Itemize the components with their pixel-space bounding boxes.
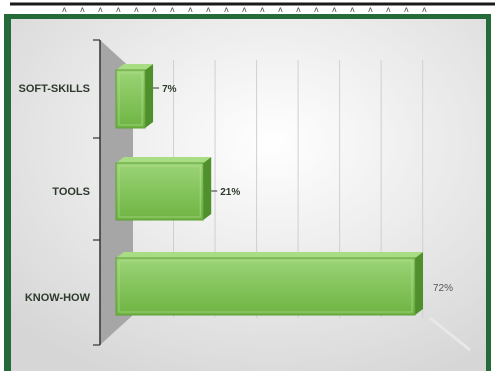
bar-front <box>115 69 146 129</box>
zigzag-glyph: ʌ <box>278 5 283 14</box>
bar-know-how <box>115 252 423 316</box>
zigzag-glyph: ʌ <box>206 5 211 14</box>
value-label: 7% <box>162 84 177 95</box>
zigzag-glyph: ʌ <box>62 5 67 14</box>
zigzag-glyph: ʌ <box>368 5 373 14</box>
zigzag-glyph: ʌ <box>332 5 337 14</box>
bar-front <box>115 162 204 221</box>
zigzag-glyph: ʌ <box>404 5 409 14</box>
zigzag-glyph: ʌ <box>134 5 139 14</box>
zigzag-glyph: ʌ <box>386 5 391 14</box>
bar-top <box>116 157 212 163</box>
bar-highlight <box>118 165 201 218</box>
zigzag-glyph: ʌ <box>80 5 85 14</box>
floor-shadow <box>429 316 471 352</box>
bar-top <box>116 64 154 70</box>
bar-top <box>116 252 423 258</box>
zigzag-glyph: ʌ <box>350 5 355 14</box>
bar-side <box>415 252 423 315</box>
bar-highlight <box>118 72 143 126</box>
bar-side <box>203 157 212 220</box>
bar-soft-skills <box>115 64 154 129</box>
value-labels: 7% 21% 72% <box>153 84 453 294</box>
zigzag-glyph: ʌ <box>152 5 157 14</box>
axis-ticks <box>93 39 100 346</box>
zigzag-glyph: ʌ <box>296 5 301 14</box>
category-label: SOFT-SKILLS <box>19 83 91 95</box>
zigzag-glyph: ʌ <box>170 5 175 14</box>
zigzag-glyph: ʌ <box>422 5 427 14</box>
zigzag-glyph: ʌ <box>260 5 265 14</box>
zigzag-glyph: ʌ <box>224 5 229 14</box>
zigzag-glyph: ʌ <box>314 5 319 14</box>
bars <box>115 64 423 316</box>
value-label: 21% <box>220 187 240 198</box>
category-label: TOOLS <box>52 186 90 198</box>
bar-highlight <box>118 260 413 313</box>
zigzag-glyph: ʌ <box>116 5 121 14</box>
zigzag-glyph: ʌ <box>242 5 247 14</box>
zigzag-glyph: ʌ <box>188 5 193 14</box>
bar-front <box>115 257 416 316</box>
bar-side <box>145 64 154 128</box>
zigzag-glyph: ʌ <box>98 5 103 14</box>
category-label: KNOW-HOW <box>25 292 91 304</box>
category-labels: SOFT-SKILLS TOOLS KNOW-HOW <box>19 83 91 304</box>
value-label: 72% <box>433 283 453 294</box>
bar-tools <box>115 157 212 221</box>
